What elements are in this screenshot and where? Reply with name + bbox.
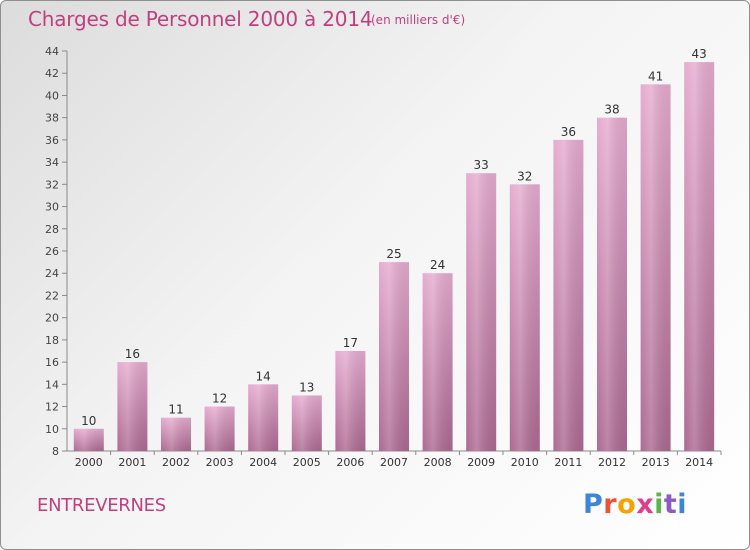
value-labels-group: 10 16 11 12 14 13 17 25 24 33 32 36 38 41 43: [81, 47, 707, 428]
x-tick-label: 2008: [424, 456, 452, 469]
y-tick-label: 32: [45, 178, 59, 191]
bar-shine: [335, 351, 366, 451]
bar-shine: [466, 173, 497, 451]
logo-letter: o: [617, 489, 637, 520]
x-tick-label: 2014: [685, 456, 713, 469]
y-tick-label: 24: [45, 267, 59, 280]
x-tick-label: 2003: [206, 456, 234, 469]
chart-title: Charges de Personnel 2000 à 2014: [28, 7, 373, 31]
y-tick-label: 10: [45, 423, 59, 436]
x-axis: 2000 2001 2002 2003 2004 2005 2006 2007 2008 2009…: [67, 450, 722, 469]
bar-value-label: 12: [212, 392, 227, 406]
bar-shine: [379, 262, 409, 451]
bar-shine: [640, 84, 671, 451]
y-tick-label: 22: [45, 289, 59, 302]
y-tick-label: 34: [45, 156, 59, 169]
bar-value-label: 43: [692, 47, 707, 61]
bar-value-label: 13: [299, 380, 314, 394]
y-axis: 8 10 12 14 16 18 20 22 24 26 28 30 32 34 36 38 40 42 44: [45, 45, 68, 458]
x-tick-label: 2002: [162, 456, 190, 469]
x-tick-label: 2007: [380, 456, 408, 469]
bar-shine: [161, 417, 191, 451]
x-tick-label: 2001: [118, 456, 146, 469]
bar-value-label: 16: [125, 347, 140, 361]
x-tick-label: 2010: [511, 456, 539, 469]
y-tick-label: 14: [45, 378, 59, 391]
bar-value-label: 11: [168, 403, 183, 417]
bar-value-label: 10: [81, 414, 96, 428]
x-tick-label: 2012: [598, 456, 626, 469]
x-tick-label: 2009: [467, 456, 495, 469]
logo-letter: P: [583, 489, 604, 520]
bar-value-label: 41: [648, 69, 663, 83]
bar-value-label: 14: [256, 369, 271, 383]
bar-shine: [684, 62, 715, 451]
bar-value-label: 24: [430, 258, 445, 272]
y-tick-label: 20: [45, 312, 59, 325]
y-tick-label: 28: [45, 223, 59, 236]
bar-value-label: 17: [343, 336, 358, 350]
bar-shine: [553, 139, 584, 451]
bar-shine: [422, 273, 453, 451]
y-tick-label: 16: [45, 356, 59, 369]
logo-letter: i: [677, 489, 688, 520]
bar-value-label: 32: [517, 169, 532, 183]
logo-letter: r: [603, 489, 618, 520]
bar-value-label: 36: [561, 125, 576, 139]
x-tick-label: 2006: [336, 456, 364, 469]
bar-shine: [248, 384, 279, 451]
x-tick-label: 2011: [554, 456, 582, 469]
y-tick-label: 36: [45, 134, 59, 147]
y-tick-label: 12: [45, 401, 59, 414]
bar-shine: [597, 117, 627, 452]
proxiti-logo: Proxiti: [583, 489, 687, 520]
bar-value-label: 38: [604, 103, 619, 117]
bar-shine: [509, 184, 540, 452]
x-tick-label: 2013: [642, 456, 670, 469]
bar-shine: [204, 406, 235, 451]
logo-letter: x: [636, 489, 655, 520]
bar-shine: [73, 428, 104, 451]
y-tick-label: 38: [45, 112, 59, 125]
bar-shine: [117, 362, 148, 451]
y-tick-label: 18: [45, 334, 59, 347]
logo-letter: t: [663, 489, 678, 520]
y-tick-label: 40: [45, 89, 59, 102]
y-tick-label: 30: [45, 201, 59, 214]
town-name: ENTREVERNES: [37, 495, 166, 516]
chart-subtitle: (en milliers d'€): [371, 13, 466, 27]
bar-value-label: 33: [474, 158, 489, 172]
bar-shine: [291, 395, 322, 451]
y-tick-label: 26: [45, 245, 59, 258]
y-tick-label: 8: [52, 445, 59, 458]
x-tick-label: 2005: [293, 456, 321, 469]
y-tick-label: 42: [45, 67, 59, 80]
bar-value-label: 25: [386, 247, 401, 261]
y-tick-label: 44: [45, 45, 59, 58]
logo-letter: i: [654, 489, 664, 520]
x-tick-label: 2004: [249, 456, 277, 469]
bars-group: [73, 62, 715, 452]
x-tick-label: 2000: [75, 456, 103, 469]
